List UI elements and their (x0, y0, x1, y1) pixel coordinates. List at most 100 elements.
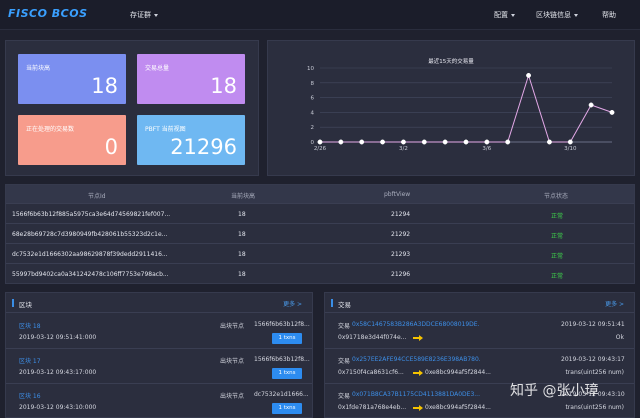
tx-label: 交易 (338, 358, 351, 365)
block-time: 2019-03-12 09:43:17:000 (19, 369, 97, 376)
logo[interactable]: FISCO BCOS (8, 7, 88, 20)
table-row: 55997bd9402ca0a341242478c106ff7753e798ac… (6, 264, 634, 284)
producer-label: 出块节点 (220, 358, 245, 365)
stat-label: 当前块高 (26, 65, 51, 72)
list-item: 交易 0x257EE2AFE94CCE589E8236E398AB780... … (325, 349, 634, 384)
accent-bar (12, 299, 14, 307)
blocks-title: 区块 (19, 301, 32, 309)
tx-from: 0x7150f4ca8631cf6... (338, 369, 404, 376)
x-tick-label: 2/26 (314, 146, 327, 152)
tx-time: 2019-03-12 09:51:41 (561, 321, 625, 328)
stat-label: 交易总量 (145, 65, 170, 72)
top-navbar: FISCO BCOS 存证群 配置 区块链信息 帮助 (0, 0, 640, 30)
stat-label: 正在处理的交易数 (26, 126, 75, 133)
node-id-cell: dc7532e1d1666302aa98629878f39dedd2911416… (12, 251, 168, 258)
table-row: 1566f6b63b12f885a5975ca3e64d74569821fef0… (6, 204, 634, 224)
tx-line-chart: 0 2 4 6 8 10 2/26 3/2 3/6 3/10 (307, 66, 615, 152)
block-cell: 18 (238, 211, 246, 218)
arrow-right-icon (413, 370, 423, 376)
status-cell: 正常 (551, 273, 564, 280)
producer-id: 1566f6b63b12f8... (254, 356, 310, 363)
chart-panel: 最近15天的交易量 0 2 4 6 8 10 2/26 3/2 3/6 3/10 (267, 40, 635, 176)
block-link[interactable]: 区块 17 (19, 358, 41, 365)
producer-label: 出块节点 (220, 393, 245, 400)
nav-blockinfo[interactable]: 区块链信息 (536, 10, 578, 20)
block-link[interactable]: 区块 18 (19, 323, 41, 330)
node-id-cell: 1566f6b63b12f885a5975ca3e64d74569821fef0… (12, 211, 171, 218)
tx-method: trans(uint256 num) (565, 369, 624, 376)
view-cell: 21294 (391, 211, 411, 218)
tx-method: trans(uint256 num) (565, 404, 624, 411)
status-cell: 正常 (551, 213, 564, 220)
data-point (463, 139, 469, 145)
y-tick-label: 8 (311, 81, 315, 87)
stat-current-block: 当前块高 18 (18, 54, 126, 104)
view-cell: 21293 (391, 251, 411, 258)
stats-panel: 当前块高 18 交易总量 18 正在处理的交易数 0 PBFT 当前视图 212… (5, 40, 259, 176)
y-tick-label: 2 (311, 125, 315, 131)
tx-from: 0x1fde781a768e4eb... (338, 404, 407, 411)
stat-value: 18 (91, 74, 118, 98)
block-time: 2019-03-12 09:43:10:000 (19, 404, 97, 411)
x-tick-label: 3/2 (399, 146, 408, 152)
col-node-status: 节点状态 (544, 193, 569, 200)
y-tick-label: 6 (311, 96, 315, 102)
block-link[interactable]: 区块 16 (19, 393, 41, 400)
blocks-more-link[interactable]: 更多 > (283, 301, 302, 308)
view-cell: 21292 (391, 231, 411, 238)
txns-button[interactable]: 1 txns (272, 403, 302, 414)
data-point (380, 139, 386, 145)
tx-hash-link[interactable]: 0x071B8CA37B1175CD4113881DA0DE3... (352, 391, 480, 398)
nav-help-label: 帮助 (602, 11, 616, 19)
nav-cert-group[interactable]: 存证群 (130, 10, 158, 20)
node-id-cell: 55997bd9402ca0a341242478c106ff7753e798ac… (12, 271, 169, 278)
producer-id: 1566f6b63b12f8... (254, 321, 310, 328)
block-cell: 18 (238, 271, 246, 278)
data-point (588, 102, 594, 108)
stat-value: 18 (210, 74, 237, 98)
txns-button[interactable]: 1 txns (272, 333, 302, 344)
data-point (442, 139, 448, 145)
nav-help[interactable]: 帮助 (602, 10, 616, 20)
node-table: 节点Id 当前块高 pbftView 节点状态 1566f6b63b12f885… (5, 184, 635, 284)
col-node-id: 节点Id (88, 193, 106, 200)
list-item: 交易 0x071B8CA37B1175CD4113881DA0DE3... 20… (325, 384, 634, 417)
list-item: 区块 16 2019-03-12 09:43:10:000 出块节点 dc753… (6, 384, 312, 417)
producer-label: 出块节点 (220, 323, 245, 330)
stat-pending-tx: 正在处理的交易数 0 (18, 115, 126, 165)
data-point (484, 139, 490, 145)
transactions-more-link[interactable]: 更多 > (605, 301, 624, 308)
block-cell: 18 (238, 251, 246, 258)
accent-bar (331, 299, 333, 307)
tx-label: 交易 (338, 323, 351, 330)
tx-hash-link[interactable]: 0x257EE2AFE94CCE589E8236E398AB780... (352, 356, 480, 363)
txns-button[interactable]: 1 txns (272, 368, 302, 379)
x-tick-label: 3/6 (482, 146, 491, 152)
list-item: 区块 17 2019-03-12 09:43:17:000 出块节点 1566f… (6, 349, 312, 384)
blocks-panel-header: 区块 更多 > (6, 293, 312, 313)
nav-config[interactable]: 配置 (494, 10, 515, 20)
y-tick-label: 0 (311, 140, 315, 146)
data-point (338, 139, 344, 145)
tx-hash-link[interactable]: 0x58C1467583B286A3DDCE68008019DE... (352, 321, 480, 328)
blocks-panel: 区块 更多 > 区块 18 2019-03-12 09:51:41:000 出块… (5, 292, 313, 418)
stat-tx-total: 交易总量 18 (137, 54, 245, 104)
chevron-down-icon (154, 13, 158, 17)
stat-value: 0 (104, 135, 118, 159)
x-tick-label: 3/10 (564, 146, 577, 152)
table-row: dc7532e1d1666302aa98629878f39dedd2911416… (6, 244, 634, 264)
transactions-panel: 交易 更多 > 交易 0x58C1467583B286A3DDCE6800801… (324, 292, 635, 418)
block-time: 2019-03-12 09:51:41:000 (19, 334, 97, 341)
tx-time: 2019-03-12 09:43:17 (561, 356, 625, 363)
chevron-down-icon (511, 13, 515, 17)
data-point (317, 139, 323, 145)
tx-method: Ok (615, 334, 624, 341)
y-tick-label: 10 (307, 66, 314, 72)
tx-time: 2019-03-12 09:43:10 (561, 391, 625, 398)
tx-to: 0xe8bc994af5f2844... (425, 404, 491, 411)
block-cell: 18 (238, 231, 246, 238)
data-point (526, 72, 532, 78)
chart-title: 最近15天的交易量 (428, 59, 474, 65)
watermark: 知乎 @张小璋 (510, 383, 599, 399)
data-point (421, 139, 427, 145)
